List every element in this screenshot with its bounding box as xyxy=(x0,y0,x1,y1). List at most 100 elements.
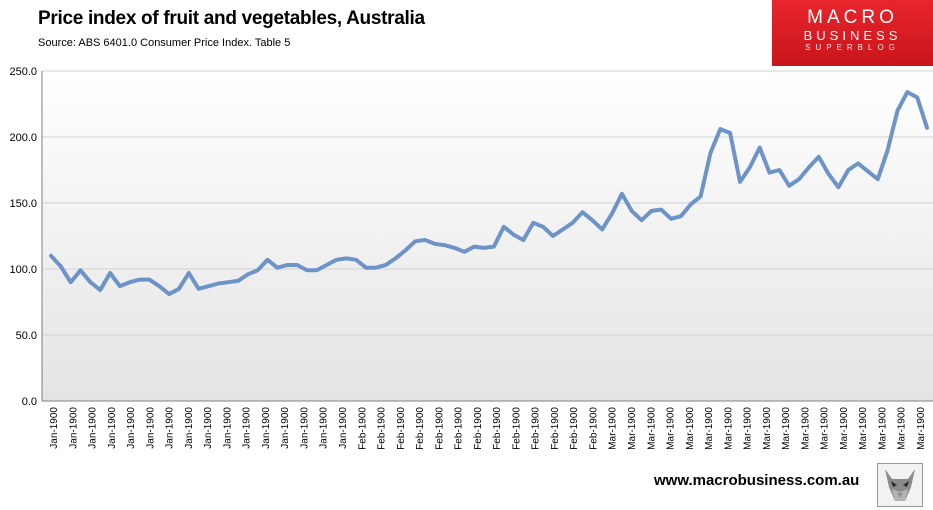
logo-line1: MACRO xyxy=(807,7,898,28)
data-point xyxy=(522,239,525,241)
data-point xyxy=(532,222,535,224)
data-point xyxy=(424,239,426,241)
data-point xyxy=(916,96,918,99)
data-point xyxy=(640,219,643,221)
x-tick-label: Mar-1900 xyxy=(820,407,831,450)
data-point xyxy=(621,192,623,195)
data-point xyxy=(384,264,387,266)
x-tick-label: Feb-1900 xyxy=(550,407,561,450)
x-tick-label: Feb-1900 xyxy=(357,407,368,450)
data-point xyxy=(502,225,505,228)
data-point xyxy=(817,156,820,158)
data-point xyxy=(571,222,574,224)
x-tick-label: Jan-1900 xyxy=(68,407,79,449)
data-point xyxy=(493,245,495,248)
data-point xyxy=(660,208,663,211)
data-point xyxy=(768,171,771,174)
footer-url[interactable]: www.macrobusiness.com.au xyxy=(654,472,860,489)
x-tick-label: Jan-1900 xyxy=(107,407,118,449)
x-tick-label: Jan-1900 xyxy=(222,407,233,449)
data-point xyxy=(394,257,397,260)
data-point xyxy=(906,91,909,93)
data-point xyxy=(227,281,229,283)
data-point xyxy=(562,228,564,231)
x-tick-label: Feb-1900 xyxy=(434,407,445,450)
data-point xyxy=(896,109,899,112)
data-point xyxy=(709,152,712,154)
x-tick-label: Jan-1900 xyxy=(165,407,176,449)
data-point xyxy=(168,293,170,295)
data-point xyxy=(404,249,407,252)
data-point xyxy=(365,266,367,269)
data-point xyxy=(552,235,554,237)
x-tick-label: Feb-1900 xyxy=(569,407,580,450)
data-point xyxy=(689,203,692,206)
logo-line2: BUSINESS xyxy=(803,28,902,43)
data-point xyxy=(473,245,476,248)
x-tick-label: Mar-1900 xyxy=(627,407,638,450)
plot-area xyxy=(42,71,933,401)
data-point xyxy=(729,132,731,134)
data-point xyxy=(197,288,200,290)
data-point xyxy=(266,258,269,261)
data-point xyxy=(542,225,544,228)
x-tick-label: Jan-1900 xyxy=(242,407,253,449)
x-tick-label: Jan-1900 xyxy=(49,407,60,449)
data-point xyxy=(434,243,436,245)
x-tick-label: Jan-1900 xyxy=(299,407,310,449)
x-tick-label: Feb-1900 xyxy=(511,407,522,450)
gridlines xyxy=(42,70,933,402)
x-tick-label: Mar-1900 xyxy=(781,407,792,450)
data-point xyxy=(443,244,446,247)
x-tick-label: Feb-1900 xyxy=(531,407,542,450)
x-tick-label: Feb-1900 xyxy=(377,407,388,450)
data-point xyxy=(286,264,289,266)
x-tick-label: Mar-1900 xyxy=(685,407,696,450)
x-tick-label: Feb-1900 xyxy=(454,407,465,450)
data-point xyxy=(187,272,190,274)
data-point xyxy=(876,178,879,181)
data-point xyxy=(60,265,62,268)
data-point xyxy=(128,281,131,283)
data-point xyxy=(581,211,584,214)
x-tick-label: Jan-1900 xyxy=(280,407,291,449)
x-tick-label: Mar-1900 xyxy=(877,407,888,450)
data-point xyxy=(453,247,456,249)
x-tick-label: Jan-1900 xyxy=(319,407,330,449)
data-point xyxy=(138,278,141,281)
data-point xyxy=(650,210,653,212)
x-tick-label: Jan-1900 xyxy=(88,407,99,449)
data-point xyxy=(798,178,800,181)
y-tick-label: 250.0 xyxy=(9,66,37,78)
chart-title: Price index of fruit and vegetables, Aus… xyxy=(38,8,425,29)
data-point xyxy=(217,282,220,285)
x-tick-label: Mar-1900 xyxy=(704,407,715,450)
data-point xyxy=(886,149,889,151)
x-tick-label: Mar-1900 xyxy=(743,407,754,450)
chart-source: Source: ABS 6401.0 Consumer Price Index.… xyxy=(38,37,291,49)
data-point xyxy=(611,212,613,215)
data-point xyxy=(591,219,594,221)
data-point xyxy=(739,181,741,183)
data-point xyxy=(178,288,180,290)
x-tick-label: Jan-1900 xyxy=(203,407,214,449)
x-tick-label: Feb-1900 xyxy=(588,407,599,450)
data-point xyxy=(99,289,102,291)
series-line xyxy=(49,90,929,297)
data-point xyxy=(699,195,702,198)
data-point xyxy=(355,258,357,261)
data-point xyxy=(670,218,672,220)
y-tick-label: 150.0 xyxy=(9,198,37,210)
x-tick-label: Mar-1900 xyxy=(608,407,619,450)
x-tick-label: Jan-1900 xyxy=(184,407,195,449)
series-price-index xyxy=(49,90,929,297)
x-tick-label: Mar-1900 xyxy=(839,407,850,450)
data-point xyxy=(837,186,840,188)
y-axis: 0.0 50.0 100.0 150.0 200.0 250.0 xyxy=(9,66,43,408)
data-point xyxy=(847,169,850,171)
data-point xyxy=(296,264,298,266)
x-tick-label: Feb-1900 xyxy=(473,407,484,450)
x-axis: Jan-1900 Jan-1900 Jan-1900 Jan-1900 Jan-1900… xyxy=(49,407,927,450)
data-point xyxy=(827,173,830,175)
data-point xyxy=(247,273,249,276)
